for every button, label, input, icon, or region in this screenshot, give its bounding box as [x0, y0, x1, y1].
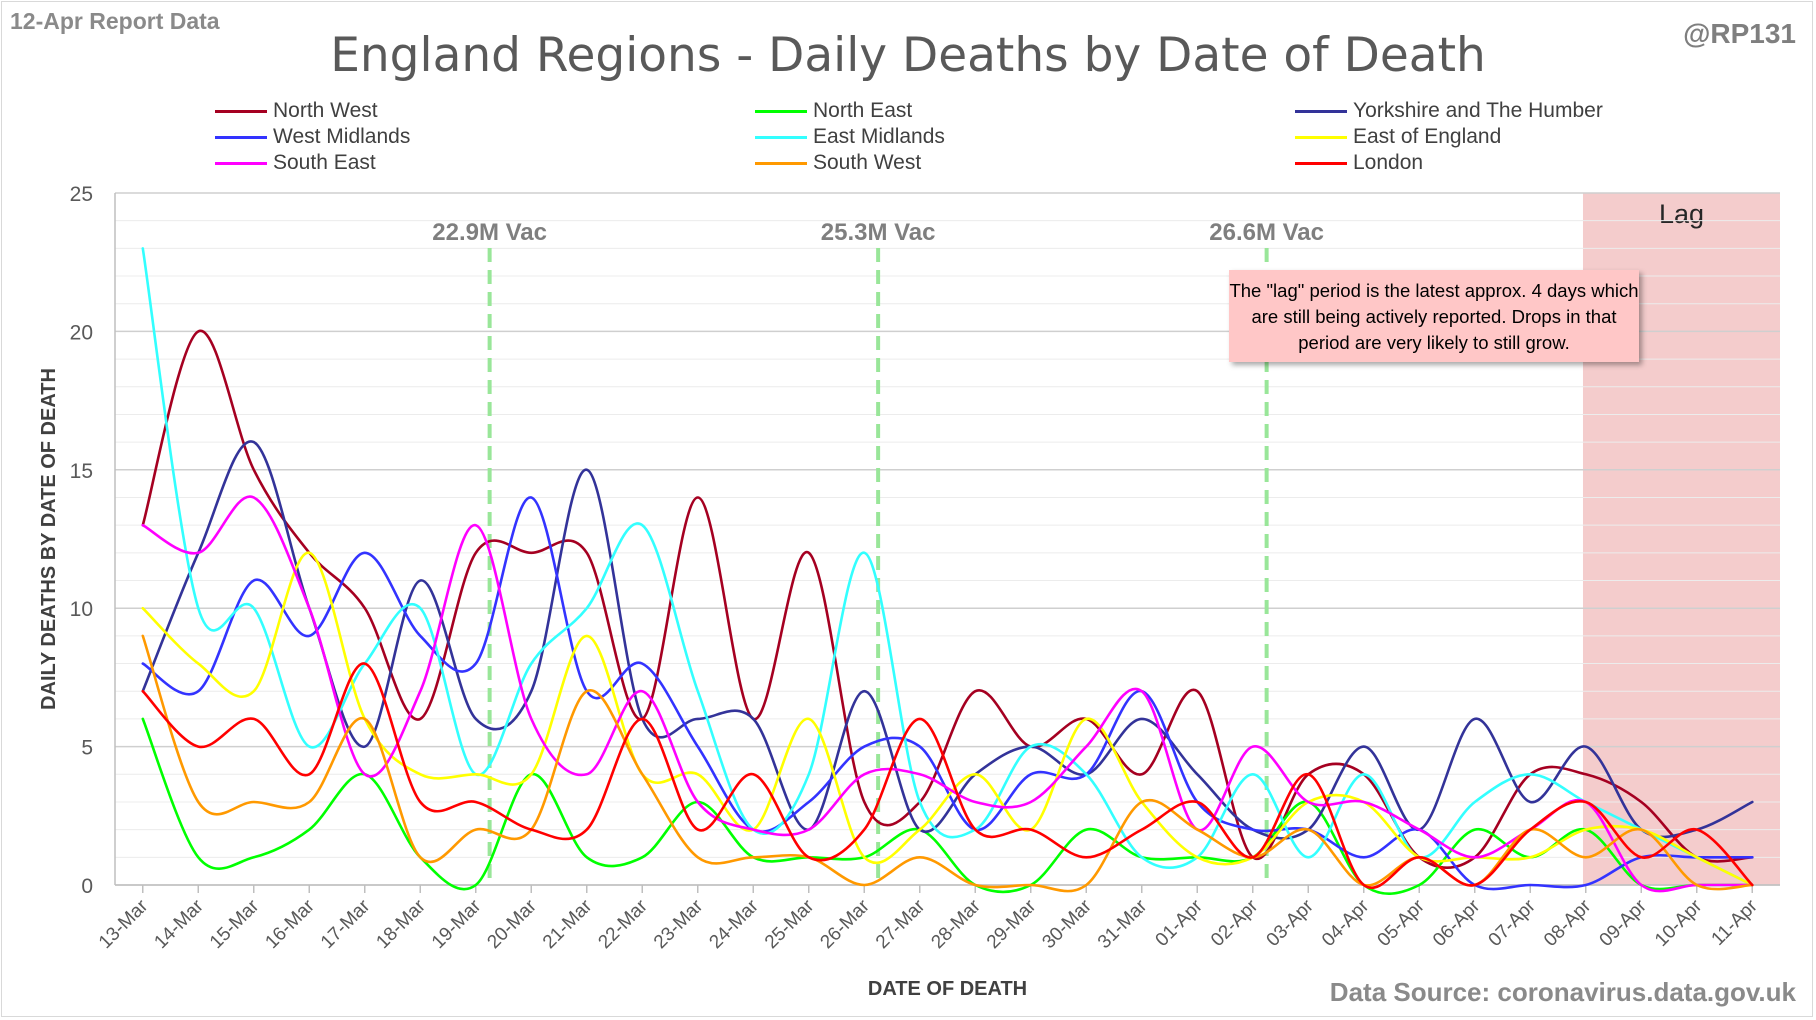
series-line-london: [141, 662, 1754, 889]
series-line-west-midlands: [141, 496, 1754, 891]
author-handle: @RP131: [1683, 18, 1796, 49]
x-tick-label: 23-Mar: [650, 895, 708, 953]
legend-label: North East: [813, 99, 913, 122]
legend-item: South West: [755, 150, 921, 176]
legend-swatch: [755, 109, 807, 113]
report-date-note: 12-Apr Report Data: [10, 8, 220, 34]
x-tick-label: 30-Mar: [1038, 895, 1096, 953]
x-tick-label: 15-Mar: [206, 895, 264, 953]
series-line-yorkshire-and-the-humber: [141, 440, 1754, 840]
x-tick-label: 11-Apr: [1708, 895, 1763, 950]
x-tick-label: 13-Mar: [95, 895, 153, 953]
x-tick-label: 01-Apr: [1152, 895, 1208, 951]
legend-item: North West: [215, 98, 378, 124]
x-tick-label: 09-Apr: [1596, 895, 1652, 951]
x-tick-label: 19-Mar: [428, 895, 486, 953]
x-tick-label: 25-Mar: [761, 895, 819, 953]
chart-title: England Regions - Daily Deaths by Date o…: [330, 28, 1486, 83]
vaccination-marker-label: 25.3M Vac: [821, 219, 936, 246]
legend-label: East Midlands: [813, 125, 945, 148]
x-tick-label: 07-Apr: [1485, 895, 1541, 951]
x-tick-label: 18-Mar: [372, 895, 430, 953]
y-tick-label: 15: [70, 460, 93, 483]
legend-item: East of England: [1295, 124, 1501, 150]
legend-swatch: [1295, 109, 1347, 113]
legend-label: South East: [273, 151, 376, 174]
x-tick-label: 04-Apr: [1318, 895, 1374, 951]
y-axis-title: DAILY DEATHS BY DATE OF DEATH: [38, 368, 60, 710]
legend-label: West Midlands: [273, 125, 411, 148]
x-tick-label: 22-Mar: [594, 895, 652, 953]
legend-swatch: [1295, 135, 1347, 139]
series-group: [141, 247, 1754, 895]
legend-swatch: [755, 135, 807, 139]
x-tick-label: 05-Apr: [1374, 895, 1430, 951]
legend-item: Yorkshire and The Humber: [1295, 98, 1603, 124]
vaccination-marker-label: 26.6M Vac: [1209, 219, 1324, 246]
y-tick-label: 10: [70, 598, 93, 621]
x-tick-label: 24-Mar: [705, 895, 763, 953]
x-tick-label: 08-Apr: [1540, 895, 1596, 951]
legend-label: London: [1353, 151, 1424, 174]
legend-item: London: [1295, 150, 1423, 176]
x-tick-label: 21-Mar: [539, 895, 597, 953]
x-tick-label: 03-Apr: [1263, 895, 1319, 951]
lag-label: Lag: [1659, 199, 1704, 229]
legend-label: Yorkshire and The Humber: [1353, 99, 1603, 122]
x-tick-label: 16-Mar: [261, 895, 319, 953]
legend-item: East Midlands: [755, 124, 945, 150]
lag-explanation-note: The "lag" period is the latest approx. 4…: [1229, 270, 1639, 362]
legend-item: West Midlands: [215, 124, 410, 150]
x-tick-label: 14-Mar: [150, 895, 208, 953]
legend-label: North West: [273, 99, 378, 122]
data-source-note: Data Source: coronavirus.data.gov.uk: [1329, 977, 1796, 1007]
legend-swatch: [1295, 161, 1347, 165]
legend-swatch: [215, 109, 267, 113]
x-axis-title: DATE OF DEATH: [868, 978, 1027, 1000]
x-tick-label: 26-Mar: [816, 895, 874, 953]
series-line-south-west: [141, 634, 1754, 893]
x-tick-label: 27-Mar: [872, 895, 930, 953]
y-tick-label: 0: [81, 875, 93, 898]
legend-swatch: [755, 161, 807, 165]
legend-label: South West: [813, 151, 922, 174]
legend-item: South East: [215, 150, 376, 176]
legend-swatch: [215, 161, 267, 165]
x-tick-label: 20-Mar: [483, 895, 541, 953]
x-tick-label: 06-Apr: [1429, 895, 1485, 951]
legend-swatch: [215, 135, 267, 139]
y-tick-label: 20: [70, 321, 93, 344]
x-tick-label: 02-Apr: [1207, 895, 1263, 951]
y-tick-label: 25: [70, 183, 93, 206]
x-tick-label: 17-Mar: [317, 895, 375, 953]
x-tick-label: 28-Mar: [927, 895, 985, 953]
legend-label: East of England: [1353, 125, 1502, 148]
x-tick-label: 29-Mar: [983, 895, 1041, 953]
vaccination-marker-label: 22.9M Vac: [432, 219, 547, 246]
x-tick-label: 31-Mar: [1094, 895, 1152, 953]
y-tick-label: 5: [81, 737, 93, 760]
x-tick-label: 10-Apr: [1651, 895, 1707, 951]
legend-item: North East: [755, 98, 912, 124]
